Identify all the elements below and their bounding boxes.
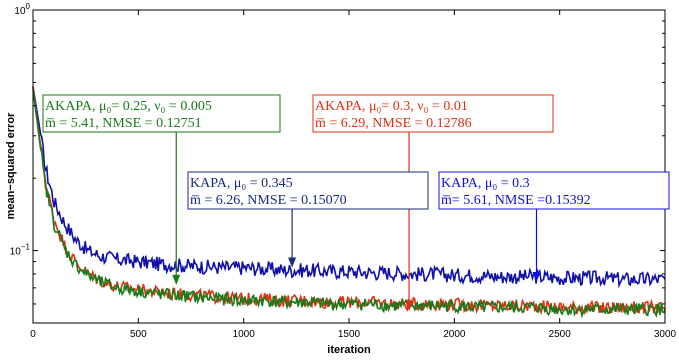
- annotation-arrowhead: [172, 274, 181, 285]
- annotation-line-2: m̅= 5.61, NMSE =0.15392: [441, 193, 591, 208]
- annotation-arrowhead: [288, 257, 297, 268]
- x-tick-label: 1500: [338, 329, 361, 340]
- annotation-4: KAPA, μ₀ = 0.3 m̅= 5.61, NMSE =0.15392: [438, 171, 670, 283]
- x-tick-label: 0: [30, 329, 36, 340]
- annotation-arrowhead: [405, 301, 414, 312]
- annotation-arrowhead: [532, 272, 541, 283]
- x-tick-label: 2500: [549, 329, 572, 340]
- x-tick-label: 1000: [233, 329, 256, 340]
- annotation-2: AKAPA, μ₀= 0.3, ν₀ = 0.01 m̅ = 6.29, NMSE…: [312, 94, 554, 312]
- curves-layer: [32, 86, 666, 319]
- series-line-1: [32, 86, 666, 289]
- annotation-box: [438, 171, 670, 210]
- annotation-line-2: m̅ = 6.29, NMSE = 0.12786: [315, 116, 472, 131]
- annotation-1: AKAPA, μ₀= 0.25, ν₀ = 0.005 m̅ = 5.41, NM…: [42, 94, 281, 285]
- annotations-layer: AKAPA, μ₀= 0.25, ν₀ = 0.005 m̅ = 5.41, NM…: [42, 94, 670, 312]
- annotation-3: KAPA, μ₀ = 0.345 m̅ = 6.26, NMSE = 0.1507…: [187, 171, 429, 268]
- x-axis-label: iteration: [327, 344, 371, 356]
- x-tick-label: 3000: [654, 329, 677, 340]
- annotation-line-2: m̅ = 5.41, NMSE = 0.12751: [45, 116, 202, 131]
- series-line-3: [32, 88, 666, 319]
- axis-ticks: 0 500 1000 1500 2000 2500 3000 100 10−1: [10, 2, 677, 340]
- annotation-line-1: AKAPA, μ₀= 0.3, ν₀ = 0.01: [315, 99, 468, 114]
- annotation-line-1: AKAPA, μ₀= 0.25, ν₀ = 0.005: [45, 99, 212, 114]
- annotation-box: [187, 171, 429, 210]
- annotation-line-1: KAPA, μ₀ = 0.345: [190, 176, 293, 191]
- x-tick-label: 2000: [443, 329, 466, 340]
- annotation-line-1: KAPA, μ₀ = 0.3: [441, 176, 530, 191]
- y-axis-label: mean−squared error: [5, 112, 17, 219]
- annotation-box: [42, 94, 281, 133]
- x-tick-label: 500: [130, 329, 147, 340]
- y-tick-label: 100: [14, 2, 30, 17]
- annotation-line-2: m̅ = 6.26, NMSE = 0.15070: [190, 193, 347, 208]
- y-tick-label: 10−1: [10, 243, 31, 258]
- annotation-box: [312, 94, 554, 133]
